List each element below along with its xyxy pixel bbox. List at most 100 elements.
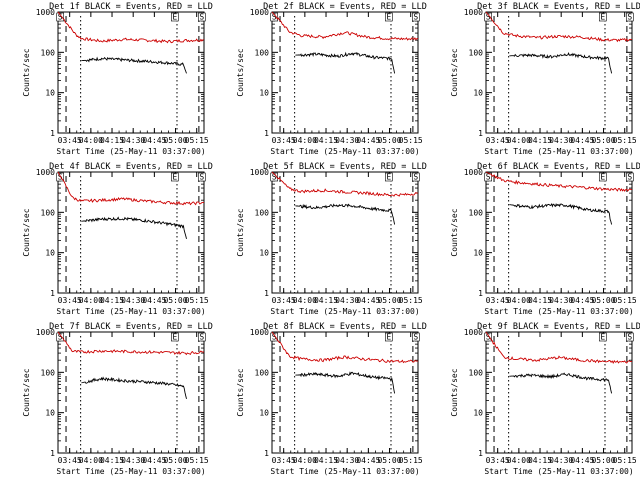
- x-tick-label: 05:15: [399, 296, 423, 305]
- flag-box: [270, 332, 278, 342]
- y-axis-label: Counts/sec: [22, 208, 31, 256]
- y-tick-label: 100: [255, 208, 270, 217]
- flag-label: E: [386, 13, 391, 22]
- x-tick-label: 04:00: [293, 136, 317, 145]
- flag-box: [270, 172, 278, 182]
- y-tick-label: 1000: [250, 328, 269, 337]
- y-tick-label: 10: [45, 249, 55, 258]
- flag-box: [171, 332, 179, 342]
- lld-series-line: [57, 171, 205, 206]
- x-tick-label: 04:15: [528, 456, 552, 465]
- plot-frame: [271, 171, 419, 294]
- chart-panel-6: Det 6f BLACK = Events, RED = LLD 1 10 100 10…: [450, 162, 640, 316]
- x-tick-label: 04:30: [121, 456, 145, 465]
- x-tick-label: 04:15: [100, 136, 124, 145]
- flag-box: [198, 332, 206, 342]
- plot-frame: [57, 171, 205, 294]
- x-tick-label: 05:15: [613, 456, 637, 465]
- x-tick-label: 03:45: [486, 456, 510, 465]
- x-tick-label: 05:00: [377, 136, 401, 145]
- lld-series-line: [57, 11, 204, 44]
- flag-box: [384, 332, 393, 342]
- x-tick-label: 03:45: [58, 296, 82, 305]
- plot-frame: [271, 331, 419, 454]
- y-tick-label: 1: [50, 289, 55, 298]
- lld-series-line: [271, 331, 418, 364]
- flag-box: [56, 332, 64, 342]
- y-tick-label: 1000: [464, 328, 483, 337]
- x-tick-label: 04:45: [570, 296, 594, 305]
- x-tick-label: 05:15: [185, 296, 209, 305]
- x-tick-label: 03:45: [58, 456, 82, 465]
- flag-box: [626, 172, 634, 182]
- y-tick-label: 1: [264, 289, 269, 298]
- flag-label: S: [58, 13, 63, 22]
- flag-label: S: [627, 333, 632, 342]
- x-tick-label: 05:00: [377, 296, 401, 305]
- chart-title: Det 3f BLACK = Events, RED = LLD: [477, 2, 640, 12]
- x-tick-label: 04:30: [121, 136, 145, 145]
- chart-title: Det 4f BLACK = Events, RED = LLD: [49, 162, 213, 172]
- x-tick-label: 04:15: [314, 296, 338, 305]
- y-tick-label: 1: [50, 129, 55, 138]
- x-tick-label: 04:15: [528, 136, 552, 145]
- flag-box: [412, 332, 420, 342]
- flag-label: S: [58, 333, 63, 342]
- x-tick-label: 04:30: [335, 136, 359, 145]
- x-axis-label: Start Time (25-May-11 03:37:00): [56, 307, 205, 316]
- chart-panel-9: Det 9f BLACK = Events, RED = LLD 1 10 100 10…: [450, 322, 640, 476]
- flag-label: S: [413, 13, 418, 22]
- flag-label: S: [199, 173, 204, 182]
- x-tick-label: 03:45: [58, 136, 82, 145]
- x-tick-label: 04:45: [570, 136, 594, 145]
- flag-label: S: [199, 333, 204, 342]
- x-tick-label: 04:30: [549, 296, 573, 305]
- chart-panel-3: Det 3f BLACK = Events, RED = LLD 1 10 100 10…: [450, 2, 640, 156]
- plot-frame: [485, 171, 633, 294]
- y-tick-label: 100: [469, 368, 484, 377]
- x-tick-label: 05:15: [399, 136, 423, 145]
- y-axis-label: Counts/sec: [236, 208, 245, 256]
- flag-box: [626, 332, 634, 342]
- x-tick-label: 05:00: [163, 136, 187, 145]
- flag-label: S: [486, 173, 491, 182]
- flag-label: S: [272, 173, 277, 182]
- y-tick-label: 1000: [36, 8, 55, 17]
- flag-label: E: [386, 173, 391, 182]
- flag-label: S: [627, 13, 632, 22]
- x-axis-label: Start Time (25-May-11 03:37:00): [56, 147, 205, 156]
- x-tick-label: 05:00: [163, 456, 187, 465]
- chart-panel-4: Det 4f BLACK = Events, RED = LLD 1 10 100 10…: [22, 162, 213, 316]
- flag-label: S: [272, 13, 277, 22]
- y-tick-label: 1000: [36, 168, 55, 177]
- events-series-line: [509, 52, 613, 74]
- flag-box: [56, 12, 64, 22]
- chart-title: Det 6f BLACK = Events, RED = LLD: [477, 162, 640, 172]
- y-tick-label: 1: [478, 129, 483, 138]
- flag-box: [171, 172, 179, 182]
- y-tick-label: 10: [45, 89, 55, 98]
- chart-title: Det 1f BLACK = Events, RED = LLD: [49, 2, 213, 12]
- x-tick-label: 04:00: [79, 456, 103, 465]
- events-series-line: [509, 372, 613, 394]
- plot-frame: [485, 331, 633, 454]
- y-tick-label: 10: [473, 249, 483, 258]
- y-tick-label: 100: [41, 368, 56, 377]
- flag-box: [198, 172, 206, 182]
- y-tick-label: 1: [478, 449, 483, 458]
- x-tick-label: 05:15: [613, 296, 637, 305]
- flag-box: [384, 172, 393, 182]
- events-series-line: [81, 216, 187, 240]
- x-tick-label: 04:00: [79, 136, 103, 145]
- flag-label: S: [58, 173, 63, 182]
- events-series-line: [81, 56, 187, 74]
- x-tick-label: 04:45: [142, 456, 166, 465]
- chart-title: Det 2f BLACK = Events, RED = LLD: [263, 2, 427, 12]
- x-tick-label: 05:15: [185, 136, 209, 145]
- x-axis-label: Start Time (25-May-11 03:37:00): [56, 467, 205, 476]
- x-tick-label: 04:00: [507, 456, 531, 465]
- x-tick-label: 03:45: [272, 296, 296, 305]
- x-tick-label: 05:00: [377, 456, 401, 465]
- x-tick-label: 05:15: [399, 456, 423, 465]
